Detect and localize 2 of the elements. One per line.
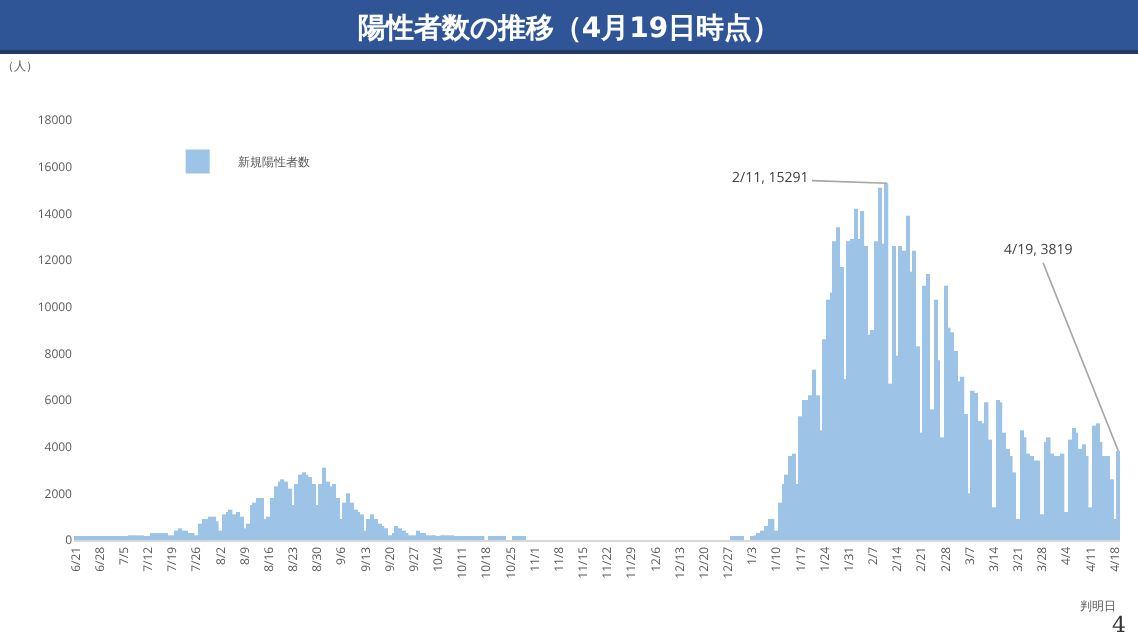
chart-title: 陽性者数の推移（4月19日時点） <box>357 12 781 45</box>
text: 4 <box>1112 612 1126 638</box>
